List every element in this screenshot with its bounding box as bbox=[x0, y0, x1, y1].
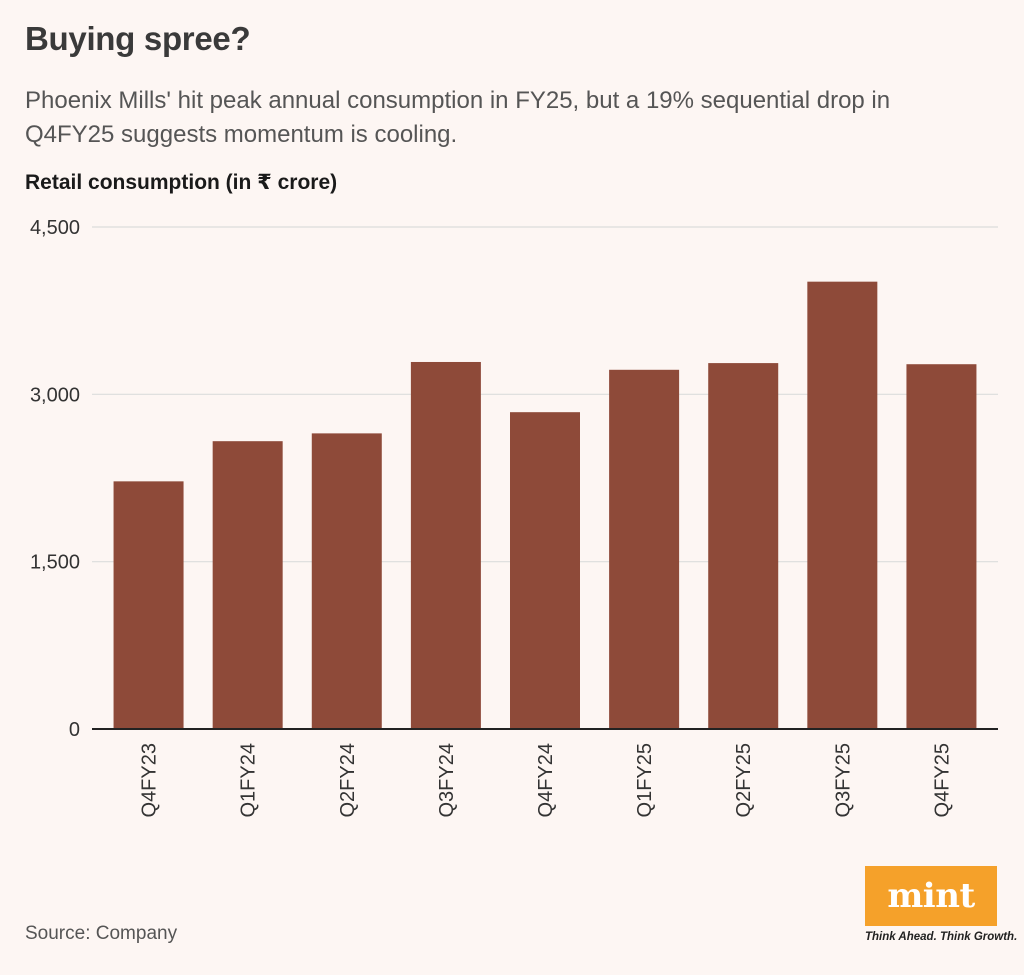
x-tick-label: Q3FY25 bbox=[832, 743, 854, 817]
bar-q1fy24 bbox=[212, 441, 283, 729]
y-tick-label: 4,500 bbox=[30, 217, 80, 239]
x-tick-labels: Q4FY23 Q1FY24 Q2FY24 Q3FY24 Q4FY24 Q1FY25 Q2FY… bbox=[139, 743, 954, 817]
mint-logo: mint bbox=[865, 866, 997, 926]
bar-q2fy25 bbox=[708, 363, 779, 729]
chart-title: Buying spree? bbox=[25, 20, 251, 57]
bar-q2fy24 bbox=[311, 433, 382, 729]
bar-chart: 0 1,500 3,000 4,500 Q4FY23 Q1FY24 Q2FY24 Q3FY2… bbox=[30, 217, 998, 817]
bar-q4fy23 bbox=[113, 481, 184, 729]
bar-q4fy24 bbox=[510, 412, 580, 729]
x-tick-label: Q4FY24 bbox=[535, 743, 557, 817]
y-tick-label: 3,000 bbox=[30, 384, 80, 406]
bar-q4fy25 bbox=[906, 364, 977, 729]
bar-q3fy25 bbox=[807, 281, 878, 729]
x-tick-label: Q1FY24 bbox=[238, 743, 260, 817]
y-tick-label: 1,500 bbox=[30, 552, 80, 574]
x-tick-label: Q2FY24 bbox=[337, 743, 359, 817]
source-note: Source: Company bbox=[25, 923, 178, 944]
chart-subtitle: Phoenix Mills' hit peak annual consumpti… bbox=[25, 87, 891, 148]
y-tick-label: 0 bbox=[69, 719, 80, 741]
logo-tagline: Think Ahead. Think Growth. bbox=[865, 931, 1018, 943]
y-axis-title: Retail consumption (in ₹ crore) bbox=[25, 171, 338, 194]
bar-q1fy25 bbox=[609, 369, 680, 729]
y-tick-labels: 0 1,500 3,000 4,500 bbox=[30, 217, 80, 741]
bars bbox=[113, 281, 977, 729]
x-tick-label: Q4FY25 bbox=[931, 743, 953, 817]
x-tick-label: Q2FY25 bbox=[733, 743, 755, 817]
x-tick-label: Q4FY23 bbox=[139, 743, 161, 817]
logo-text: mint bbox=[887, 876, 975, 916]
x-tick-label: Q3FY24 bbox=[436, 743, 458, 817]
bar-q3fy24 bbox=[410, 361, 481, 729]
x-tick-label: Q1FY25 bbox=[634, 743, 656, 817]
